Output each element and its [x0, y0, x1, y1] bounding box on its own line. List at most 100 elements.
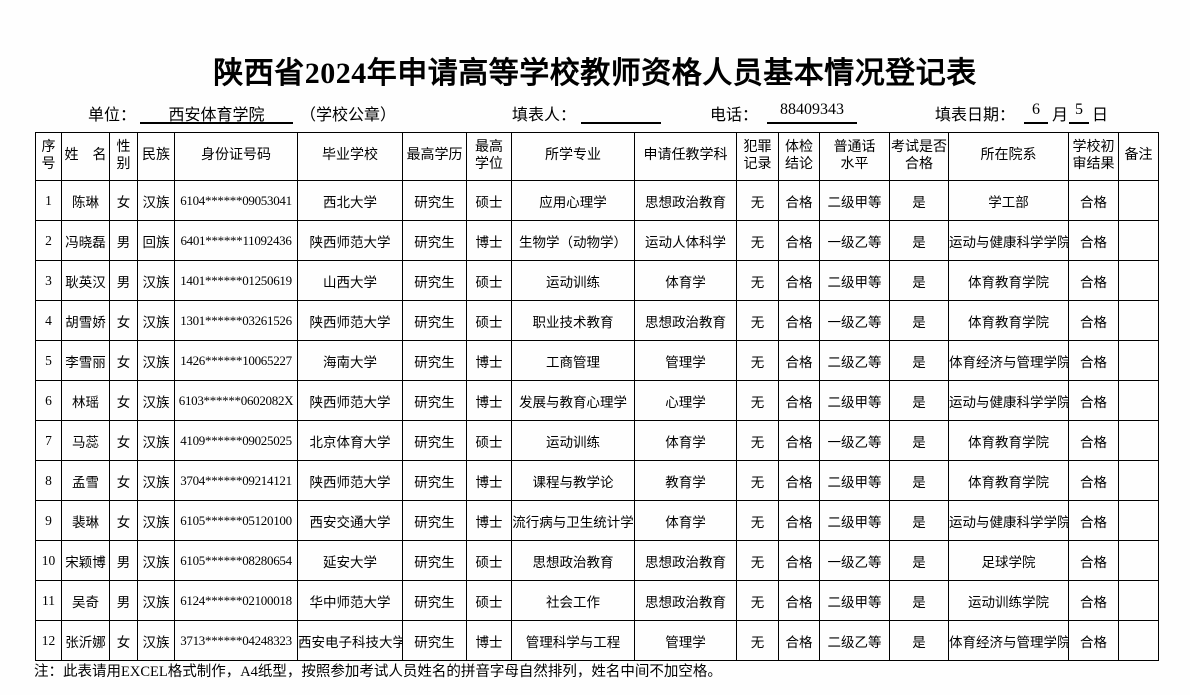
col-header-department: 所在院系 [948, 132, 1069, 181]
cell-applied-teaching-subject: 体育学 [634, 260, 737, 301]
day-unit-label: 日 [1092, 107, 1109, 124]
fill-date-label: 填表日期： [935, 107, 1016, 124]
cell-highest-education: 研究生 [402, 300, 467, 341]
cell-highest-degree: 硕士 [466, 420, 512, 461]
cell-school-review-result: 合格 [1068, 260, 1119, 301]
cell-department: 运动与健康科学学院 [948, 220, 1069, 261]
cell-major: 管理科学与工程 [511, 620, 635, 661]
cell-id-number: 6105******05120100 [174, 500, 298, 541]
table-row: 5 李雪丽女汉族 1426******10065227 海南大学 研究生 博士 工商管理 管理… [35, 340, 1159, 381]
table-row: 12 张沂娜女汉族 3713******04248323 西安电子科技大学 研究生 博士管… [35, 620, 1159, 661]
month-unit-label: 月 [1052, 107, 1069, 124]
cell-graduate-school: 陕西师范大学 [297, 300, 403, 341]
cell-criminal-record: 无 [736, 580, 779, 621]
cell-id-number: 6401******11092436 [174, 220, 298, 261]
cell-school-review-result: 合格 [1068, 620, 1119, 661]
unit-label: 单位： [88, 107, 137, 124]
cell-highest-degree: 硕士 [466, 260, 512, 301]
table-row: 9 裴琳女汉族 6105******05120100 西安交通大学 研究生 博士 流行病与卫… [35, 500, 1159, 541]
cell-major: 运动训练 [511, 420, 635, 461]
cell-name: 马蕊 [61, 420, 110, 461]
cell-id-number: 1401******01250619 [174, 260, 298, 301]
cell-exam-passed: 是 [889, 180, 949, 221]
col-header-serial-number: 序 号 [35, 132, 62, 181]
cell-highest-degree: 硕士 [466, 180, 512, 221]
cell-major: 生物学（动物学） [511, 220, 635, 261]
cell-highest-education: 研究生 [402, 220, 467, 261]
cell-highest-education: 研究生 [402, 420, 467, 461]
cell-remarks [1118, 420, 1159, 461]
cell-highest-degree: 博士 [466, 500, 512, 541]
cell-ethnicity: 汉族 [137, 180, 175, 221]
cell-school-review-result: 合格 [1068, 420, 1119, 461]
cell-exam-passed: 是 [889, 220, 949, 261]
cell-ethnicity: 汉族 [137, 460, 175, 501]
cell-highest-education: 研究生 [402, 340, 467, 381]
cell-mandarin-level: 二级甲等 [819, 180, 890, 221]
cell-physical-exam-conclusion: 合格 [778, 380, 820, 421]
cell-gender: 男 [109, 220, 138, 261]
cell-highest-degree: 博士 [466, 220, 512, 261]
cell-department: 体育经济与管理学院 [948, 340, 1069, 381]
cell-mandarin-level: 二级甲等 [819, 460, 890, 501]
cell-name: 陈琳 [61, 180, 110, 221]
cell-highest-education: 研究生 [402, 620, 467, 661]
cell-ethnicity: 汉族 [137, 420, 175, 461]
cell-serial-number: 10 [35, 540, 62, 581]
cell-major: 职业技术教育 [511, 300, 635, 341]
cell-id-number: 3704******09214121 [174, 460, 298, 501]
table-row: 2 冯晓磊男回族 6401******11092436 陕西师范大学 研究生 博士 生物学（… [35, 220, 1159, 261]
cell-serial-number: 12 [35, 620, 62, 661]
col-header-remarks: 备注 [1118, 132, 1159, 181]
cell-mandarin-level: 一级乙等 [819, 300, 890, 341]
cell-name: 林瑶 [61, 380, 110, 421]
cell-exam-passed: 是 [889, 340, 949, 381]
cell-department: 体育经济与管理学院 [948, 620, 1069, 661]
cell-criminal-record: 无 [736, 300, 779, 341]
cell-gender: 男 [109, 580, 138, 621]
table-row: 11 吴奇男汉族 6124******02100018 华中师范大学 研究生 硕士 社会工作… [35, 580, 1159, 621]
cell-graduate-school: 西安交通大学 [297, 500, 403, 541]
cell-remarks [1118, 260, 1159, 301]
table-row: 4 胡雪娇女汉族 1301******03261526 陕西师范大学 研究生 硕士 职业技术… [35, 300, 1159, 341]
cell-criminal-record: 无 [736, 420, 779, 461]
cell-serial-number: 1 [35, 180, 62, 221]
col-header-id-number: 身份证号码 [174, 132, 298, 181]
cell-remarks [1118, 500, 1159, 541]
cell-department: 体育教育学院 [948, 420, 1069, 461]
cell-graduate-school: 西北大学 [297, 180, 403, 221]
cell-school-review-result: 合格 [1068, 500, 1119, 541]
phone-value-underline: 88409343 [767, 101, 857, 124]
cell-name: 裴琳 [61, 500, 110, 541]
col-header-mandarin-level: 普通话 水平 [819, 132, 890, 181]
cell-serial-number: 7 [35, 420, 62, 461]
cell-major: 发展与教育心理学 [511, 380, 635, 421]
phone-label: 电话： [710, 107, 759, 124]
cell-mandarin-level: 一级乙等 [819, 540, 890, 581]
cell-physical-exam-conclusion: 合格 [778, 500, 820, 541]
cell-name: 胡雪娇 [61, 300, 110, 341]
cell-applied-teaching-subject: 心理学 [634, 380, 737, 421]
cell-remarks [1118, 620, 1159, 661]
cell-exam-passed: 是 [889, 620, 949, 661]
cell-highest-degree: 硕士 [466, 540, 512, 581]
cell-graduate-school: 陕西师范大学 [297, 220, 403, 261]
cell-highest-education: 研究生 [402, 260, 467, 301]
cell-exam-passed: 是 [889, 540, 949, 581]
cell-gender: 女 [109, 380, 138, 421]
cell-serial-number: 5 [35, 340, 62, 381]
col-header-criminal-record: 犯罪 记录 [736, 132, 779, 181]
cell-school-review-result: 合格 [1068, 300, 1119, 341]
cell-id-number: 6105******08280654 [174, 540, 298, 581]
cell-name: 李雪丽 [61, 340, 110, 381]
cell-exam-passed: 是 [889, 260, 949, 301]
cell-school-review-result: 合格 [1068, 460, 1119, 501]
cell-graduate-school: 陕西师范大学 [297, 460, 403, 501]
cell-ethnicity: 回族 [137, 220, 175, 261]
table-header-row: 序 号 姓 名 性 别 民族 身份证号码 毕业学校 最高学历 最高 学位 所学专… [35, 132, 1159, 181]
col-header-name: 姓 名 [61, 132, 110, 181]
cell-physical-exam-conclusion: 合格 [778, 300, 820, 341]
cell-major: 流行病与卫生统计学 [511, 500, 635, 541]
cell-physical-exam-conclusion: 合格 [778, 540, 820, 581]
cell-highest-education: 研究生 [402, 460, 467, 501]
